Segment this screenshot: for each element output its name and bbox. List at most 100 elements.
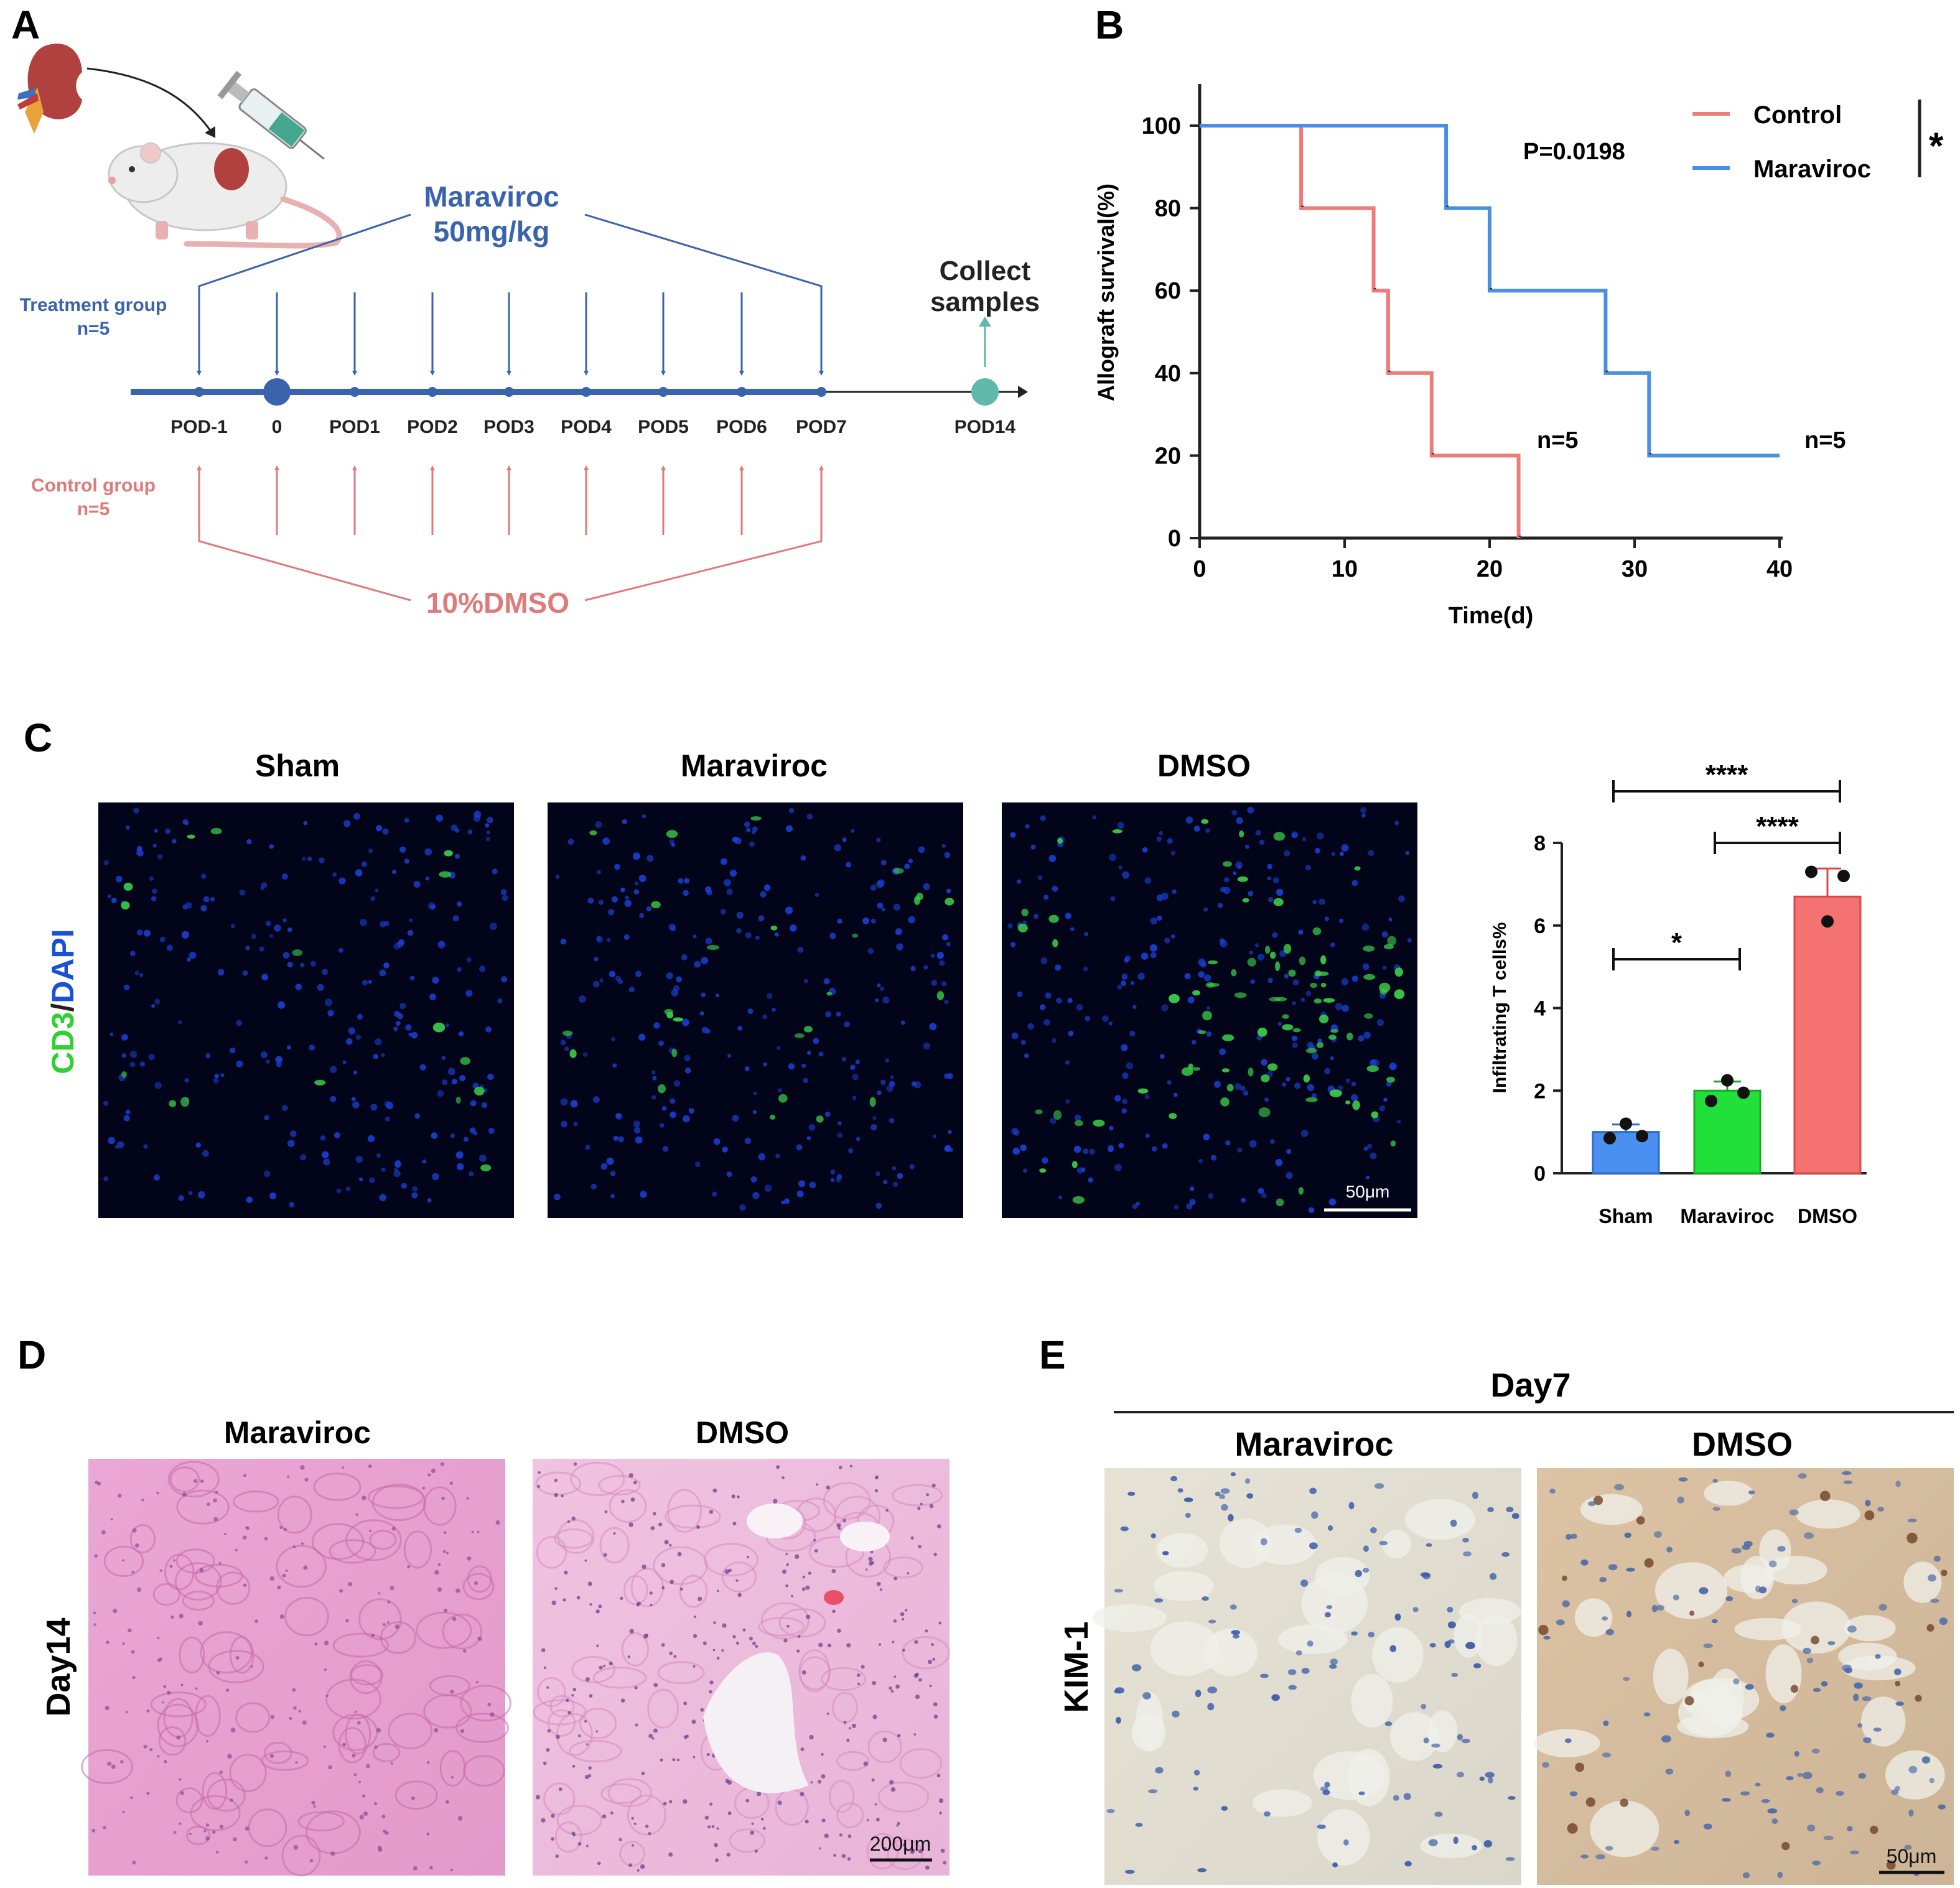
he-nucleus — [889, 1686, 892, 1690]
he-nucleus — [913, 1733, 917, 1736]
tubule-outline — [899, 1748, 943, 1779]
km-y-tick-label: 60 — [1155, 278, 1181, 304]
he-nucleus — [164, 1760, 167, 1764]
he-nucleus — [940, 1848, 945, 1853]
dapi-nucleus — [373, 1054, 379, 1059]
dapi-nucleus — [239, 890, 246, 896]
tubule-outline — [152, 1583, 180, 1606]
cd3-cell — [1299, 956, 1306, 965]
tubule-outline — [557, 1519, 595, 1554]
dapi-nucleus — [182, 904, 188, 910]
dapi-nucleus — [824, 1111, 831, 1117]
dapi-nucleus — [651, 1070, 656, 1075]
he-nucleus — [342, 1466, 344, 1469]
ihc-lumen — [1861, 1696, 1906, 1747]
dapi-nucleus — [485, 823, 490, 828]
he-nucleus — [122, 1559, 124, 1562]
he-nucleus — [841, 1854, 846, 1858]
dapi-nucleus — [1351, 880, 1358, 886]
dapi-nucleus — [633, 889, 640, 895]
ihc-nucleus — [1755, 1585, 1761, 1593]
dapi-nucleus — [732, 1115, 739, 1122]
dapi-nucleus — [560, 1039, 566, 1046]
dapi-nucleus — [624, 900, 632, 907]
dapi-nucleus — [600, 1163, 608, 1170]
dapi-nucleus — [1185, 816, 1193, 824]
dapi-nucleus — [126, 825, 130, 830]
dapi-nucleus — [1286, 1077, 1290, 1082]
he-nucleus — [704, 1815, 709, 1820]
ihc-lumen — [1131, 1713, 1166, 1752]
he-nucleus — [725, 1779, 729, 1783]
he-nucleus — [442, 1550, 446, 1553]
ihc-nucleus — [1928, 1574, 1936, 1582]
he-nucleus — [269, 1576, 274, 1581]
he-nucleus — [216, 1671, 220, 1675]
ihc-nucleus — [1202, 1596, 1209, 1601]
dapi-nucleus — [376, 1153, 381, 1158]
dapi-nucleus — [393, 1170, 401, 1178]
dapi-nucleus — [886, 1085, 894, 1092]
kim1-positive-cell — [1790, 1685, 1799, 1693]
he-nucleus — [289, 1717, 292, 1720]
ihc-nucleus — [1812, 1860, 1821, 1866]
ihc-nucleus — [1811, 1748, 1820, 1754]
timepoint-label: POD4 — [561, 417, 612, 437]
he-nucleus — [628, 1473, 633, 1478]
dapi-nucleus — [918, 846, 925, 853]
dapi-nucleus — [1368, 850, 1374, 857]
dapi-nucleus — [890, 1075, 894, 1079]
dapi-nucleus — [814, 893, 819, 897]
ihc-nucleus — [1294, 1527, 1302, 1533]
he-nucleus — [943, 1861, 946, 1865]
he-nucleus — [735, 1579, 739, 1582]
dapi-nucleus — [455, 853, 460, 859]
dapi-nucleus — [592, 1096, 600, 1104]
he-nucleus — [712, 1649, 716, 1652]
tubule-outline — [665, 1504, 721, 1529]
ihc-nucleus — [1771, 1818, 1778, 1825]
dapi-nucleus — [1361, 923, 1370, 931]
ihc-nucleus — [1929, 1777, 1934, 1783]
ihc-nucleus — [1330, 1658, 1338, 1665]
dapi-nucleus — [379, 969, 386, 977]
dapi-nucleus — [401, 1183, 407, 1189]
he-nucleus — [926, 1493, 930, 1497]
he-nucleus — [230, 1798, 233, 1802]
tubule-outline — [332, 1632, 389, 1658]
he-nucleus — [819, 1847, 821, 1850]
ihc-nucleus — [1215, 1491, 1221, 1497]
cd3-cell — [1320, 982, 1327, 988]
cd3-cell — [666, 1011, 674, 1019]
dapi-nucleus — [642, 814, 646, 819]
ihc-nucleus — [1777, 1871, 1783, 1879]
dapi-nucleus — [1017, 991, 1023, 997]
dapi-nucleus — [123, 1115, 130, 1122]
dapi-nucleus — [872, 1116, 877, 1120]
dapi-nucleus — [1117, 822, 1124, 829]
he-nucleus — [304, 1477, 309, 1482]
he-nucleus — [917, 1507, 921, 1510]
bar-sham — [1592, 1131, 1660, 1174]
he-nucleus — [377, 1845, 382, 1850]
dapi-nucleus — [1040, 1004, 1046, 1010]
dapi-nucleus — [1234, 1083, 1241, 1090]
ihc-nucleus — [1120, 1526, 1129, 1532]
dapi-nucleus — [413, 881, 421, 888]
bar-x-label: DMSO — [1798, 1205, 1857, 1227]
dapi-nucleus — [1160, 1054, 1165, 1059]
cd3-cell — [1239, 830, 1244, 838]
dapi-nucleus — [108, 1137, 115, 1145]
he-nucleus — [130, 1796, 133, 1800]
dapi-nucleus — [1292, 979, 1299, 985]
dapi-nucleus — [882, 997, 890, 1004]
ihc-nucleus — [1733, 1678, 1740, 1685]
dapi-nucleus — [1381, 1189, 1386, 1195]
dapi-nucleus — [1206, 1031, 1212, 1037]
dapi-nucleus — [129, 951, 136, 957]
he-nucleus — [839, 1833, 842, 1837]
cd3-cell — [1208, 960, 1218, 965]
tubule-outline — [571, 1656, 616, 1683]
dapi-nucleus — [287, 1045, 291, 1050]
tubule-outline — [761, 1602, 810, 1640]
